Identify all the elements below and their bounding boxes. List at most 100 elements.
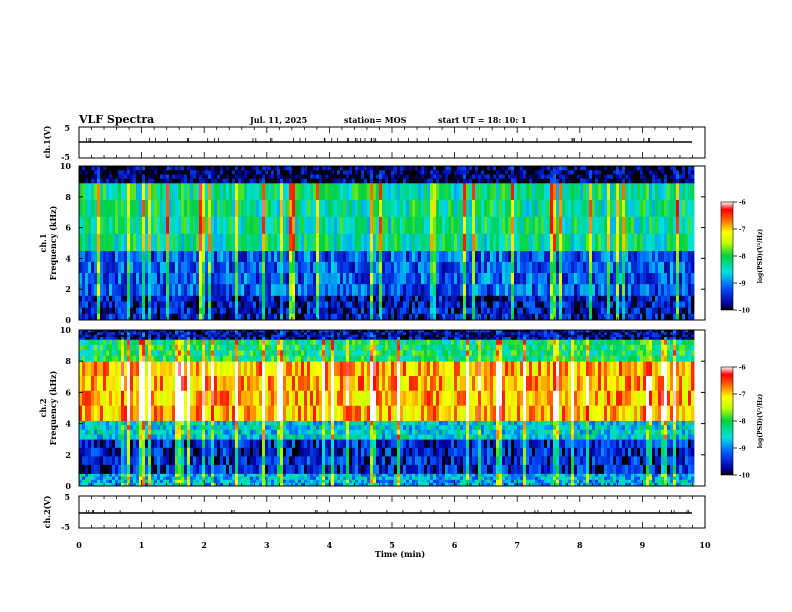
spectrogram-cell	[523, 182, 527, 201]
spectrogram-cell	[214, 479, 218, 484]
spectrogram-cell	[529, 216, 533, 235]
spectrogram-cell	[217, 337, 221, 340]
spectrogram-cell	[355, 178, 359, 184]
spectrogram-cell	[139, 332, 143, 335]
spectrogram-cell	[187, 361, 191, 377]
spectrogram-cell	[199, 182, 203, 201]
spectrogram-cell	[235, 330, 239, 333]
spectrogram-cell	[484, 174, 488, 180]
spectrogram-cell	[514, 174, 518, 180]
spectrogram-cell	[643, 301, 647, 309]
spectrogram-cell	[622, 250, 626, 263]
spectrogram-cell	[79, 284, 83, 296]
spectrogram-cell	[286, 295, 290, 302]
spectrogram-cell	[406, 313, 410, 321]
spectrogram-cell	[616, 174, 620, 180]
spectrogram-cell	[271, 182, 275, 201]
spectrogram-cell	[244, 420, 248, 426]
spectrogram-cell	[481, 216, 485, 235]
spectrogram-cell	[139, 390, 143, 406]
spectrogram-cell	[256, 313, 260, 321]
spectrogram-cell	[238, 174, 242, 180]
spectrogram-cell	[124, 313, 128, 321]
spectrogram-cell	[118, 330, 122, 333]
spectrogram-cell	[193, 456, 197, 466]
spectrogram-cell	[166, 390, 170, 406]
spectrogram-cell	[313, 273, 317, 285]
spectrogram-cell	[577, 273, 581, 285]
spectrogram-cell	[295, 170, 299, 175]
spectrogram-cell	[532, 178, 536, 184]
spectrogram-cell	[112, 464, 116, 474]
spectrogram-cell	[130, 350, 134, 357]
spectrogram-cell	[586, 273, 590, 285]
spectrogram-cell	[505, 313, 509, 321]
spectrogram-cell	[337, 273, 341, 285]
spectrogram-cell	[142, 479, 146, 484]
spectrogram-cell	[127, 464, 131, 474]
spectrogram-cell	[349, 166, 353, 171]
spectrogram-cell	[574, 166, 578, 171]
spectrogram-cell	[94, 464, 98, 474]
spectrogram-cell	[250, 439, 254, 449]
spectrogram-cell	[220, 166, 224, 171]
spectrogram-cell	[196, 174, 200, 180]
spectrogram-cell	[511, 178, 515, 184]
spectrogram-cell	[238, 339, 242, 346]
spectrogram-cell	[109, 476, 113, 481]
spectrogram-cell	[172, 350, 176, 357]
spectrogram-cell	[115, 479, 119, 484]
spectrogram-cell	[250, 361, 254, 377]
spectrogram-cell	[400, 174, 404, 180]
spectrogram-cell	[307, 261, 311, 274]
spectrogram-cell	[664, 178, 668, 184]
spectrogram-cell	[586, 307, 590, 315]
spectrogram-cell	[232, 332, 236, 335]
spectrogram-cell	[496, 313, 500, 321]
spectrogram-cell	[286, 307, 290, 315]
spectrogram-cell	[118, 361, 122, 377]
spectrogram-cell	[181, 250, 185, 263]
spectrogram-cell	[508, 307, 512, 315]
spectrogram-cell	[190, 429, 194, 435]
spectrogram-cell	[208, 216, 212, 235]
spectrogram-cell	[160, 307, 164, 315]
spectrogram-cell	[160, 355, 164, 362]
spectrogram-cell	[151, 482, 155, 487]
spectrogram-cell	[685, 178, 689, 184]
spectrogram-cell	[673, 261, 677, 274]
spectrogram-cell	[232, 339, 236, 346]
spectrogram-cell	[103, 166, 107, 171]
spectrogram-cell	[544, 261, 548, 274]
spectrogram-cell	[541, 216, 545, 235]
spectrogram-cell	[253, 261, 257, 274]
spectrogram-cell	[238, 473, 242, 477]
spectrogram-cell	[325, 216, 329, 235]
spectrogram-cell	[631, 301, 635, 309]
spectrogram-cell	[478, 273, 482, 285]
spectrogram-cell	[220, 301, 224, 309]
spectrogram-cell	[256, 261, 260, 274]
spectrogram-cell	[226, 405, 230, 421]
spectrogram-cell	[124, 273, 128, 285]
spectrogram-cell	[160, 166, 164, 171]
spectrogram-cell	[289, 199, 293, 218]
spectrogram-cell	[100, 301, 104, 309]
spectrogram-cell	[322, 216, 326, 235]
spectrogram-cell	[250, 334, 254, 338]
spectrogram-cell	[223, 361, 227, 377]
spectrogram-cell	[181, 334, 185, 338]
spectrogram-cell	[676, 199, 680, 218]
spectrogram-cell	[397, 295, 401, 302]
spectrogram-cell	[619, 178, 623, 184]
spectrogram-cell	[271, 174, 275, 180]
spectrogram-cell	[100, 182, 104, 201]
spectrogram-cell	[298, 182, 302, 201]
spectrogram-cell	[301, 216, 305, 235]
spectrogram-cell	[598, 178, 602, 184]
spectrogram-cell	[607, 313, 611, 321]
spectrogram-cell	[169, 361, 173, 377]
spectrogram-cell	[217, 332, 221, 335]
spectrogram-cell	[247, 405, 251, 421]
spectrogram-cell	[121, 405, 125, 421]
